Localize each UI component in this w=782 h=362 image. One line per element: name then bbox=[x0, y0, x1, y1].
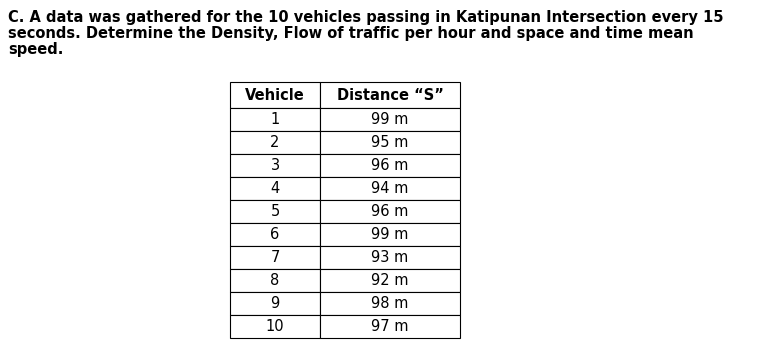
Text: seconds. Determine the Density, Flow of traffic per hour and space and time mean: seconds. Determine the Density, Flow of … bbox=[8, 26, 694, 41]
Bar bbox=[230, 200, 320, 223]
Text: C. A data was gathered for the 10 vehicles passing in Katipunan Intersection eve: C. A data was gathered for the 10 vehicl… bbox=[8, 10, 723, 25]
Text: 2: 2 bbox=[271, 135, 280, 150]
Text: 10: 10 bbox=[266, 319, 285, 334]
Text: 8: 8 bbox=[271, 273, 280, 288]
Bar bbox=[230, 154, 320, 177]
Text: 96 m: 96 m bbox=[371, 204, 409, 219]
Bar bbox=[230, 269, 320, 292]
Bar bbox=[230, 315, 320, 338]
Bar bbox=[320, 108, 460, 131]
Bar bbox=[230, 82, 320, 108]
Text: 9: 9 bbox=[271, 296, 280, 311]
Text: 1: 1 bbox=[271, 112, 280, 127]
Text: speed.: speed. bbox=[8, 42, 63, 57]
Bar bbox=[230, 246, 320, 269]
Text: 94 m: 94 m bbox=[371, 181, 409, 196]
Text: Vehicle: Vehicle bbox=[245, 88, 305, 102]
Bar bbox=[320, 315, 460, 338]
Bar bbox=[230, 292, 320, 315]
Text: 6: 6 bbox=[271, 227, 280, 242]
Text: 97 m: 97 m bbox=[371, 319, 409, 334]
Bar bbox=[230, 223, 320, 246]
Bar bbox=[320, 223, 460, 246]
Text: 4: 4 bbox=[271, 181, 280, 196]
Bar bbox=[320, 292, 460, 315]
Bar bbox=[320, 82, 460, 108]
Bar bbox=[320, 269, 460, 292]
Text: 3: 3 bbox=[271, 158, 279, 173]
Bar bbox=[320, 177, 460, 200]
Text: 7: 7 bbox=[271, 250, 280, 265]
Bar bbox=[320, 131, 460, 154]
Text: 5: 5 bbox=[271, 204, 280, 219]
Text: 92 m: 92 m bbox=[371, 273, 409, 288]
Bar bbox=[320, 154, 460, 177]
Bar bbox=[230, 108, 320, 131]
Bar bbox=[230, 131, 320, 154]
Text: 93 m: 93 m bbox=[371, 250, 409, 265]
Bar bbox=[320, 246, 460, 269]
Text: 99 m: 99 m bbox=[371, 227, 409, 242]
Text: 95 m: 95 m bbox=[371, 135, 409, 150]
Text: 98 m: 98 m bbox=[371, 296, 409, 311]
Text: 96 m: 96 m bbox=[371, 158, 409, 173]
Text: Distance “S”: Distance “S” bbox=[336, 88, 443, 102]
Bar bbox=[230, 177, 320, 200]
Text: 99 m: 99 m bbox=[371, 112, 409, 127]
Bar bbox=[320, 200, 460, 223]
